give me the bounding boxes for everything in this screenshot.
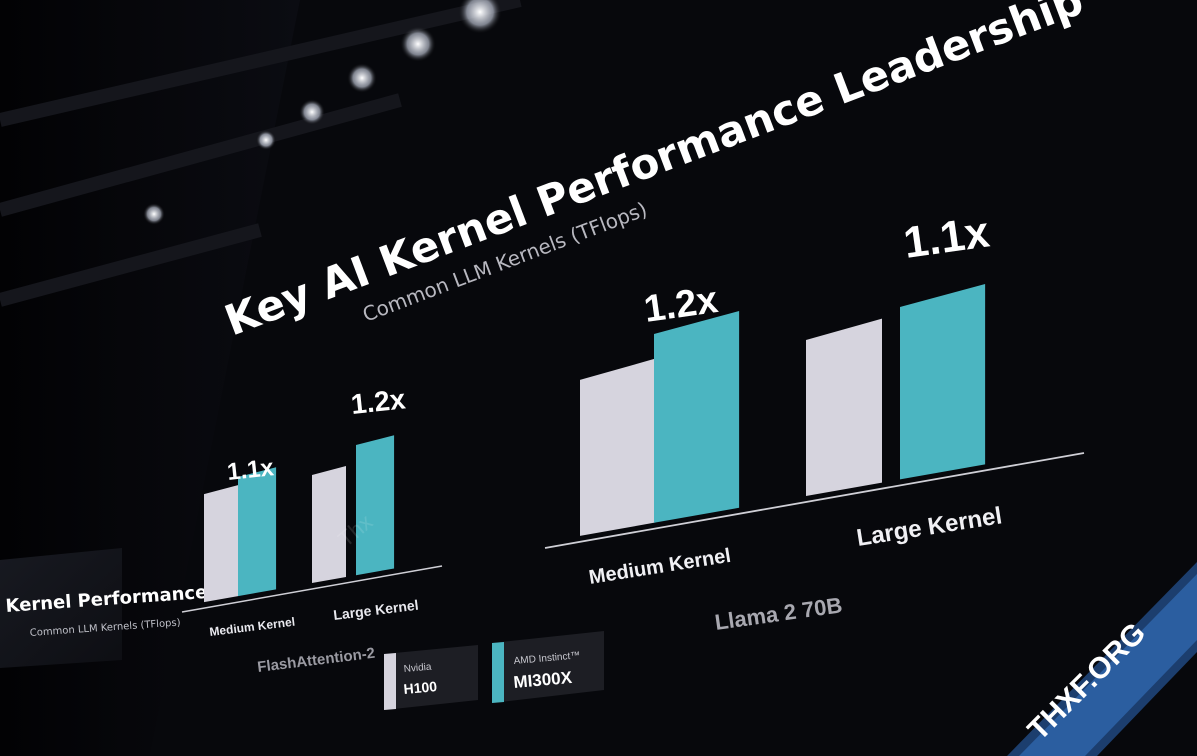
chart-bars: [580, 284, 986, 536]
bar-h100-large-kernel: [806, 318, 882, 496]
legend: Nvidia H100 AMD Instinct™ MI300X: [384, 631, 604, 710]
legend-item-amd: AMD Instinct™ MI300X: [492, 631, 604, 703]
bar-h100-medium-kernel: [204, 485, 238, 603]
ceiling-truss: [0, 0, 522, 307]
spotlight-icon: [347, 63, 377, 93]
spotlight-icon: [143, 203, 165, 225]
spotlight-icon: [299, 99, 325, 125]
legend-swatch: [384, 653, 396, 710]
data-label: 1.1x: [226, 454, 276, 486]
bar-mi300x-medium-kernel: [238, 467, 277, 597]
spotlight-icon: [400, 26, 436, 62]
bar-mi300x-large-kernel: [900, 284, 986, 480]
bar-mi300x-medium-kernel: [654, 310, 740, 523]
chart-baseline: [544, 452, 1085, 549]
legend-swatch: [492, 642, 504, 703]
spotlight-icon: [256, 130, 276, 150]
legend-item-nvidia: Nvidia H100: [384, 645, 478, 710]
chart-baseline: [181, 565, 443, 613]
data-label: 1.2x: [641, 279, 720, 331]
bar-h100-medium-kernel: [580, 358, 656, 536]
chart-bars: [204, 435, 395, 603]
data-label: 1.1x: [901, 207, 993, 268]
data-label: 1.2x: [349, 383, 407, 420]
bar-h100-large-kernel: [312, 465, 346, 583]
legend-product: H100: [403, 678, 438, 697]
bar-mi300x-large-kernel: [356, 435, 395, 576]
spotlight-icon: [458, 0, 502, 34]
legend-vendor: Nvidia: [403, 662, 432, 675]
spotlights: [143, 0, 502, 225]
